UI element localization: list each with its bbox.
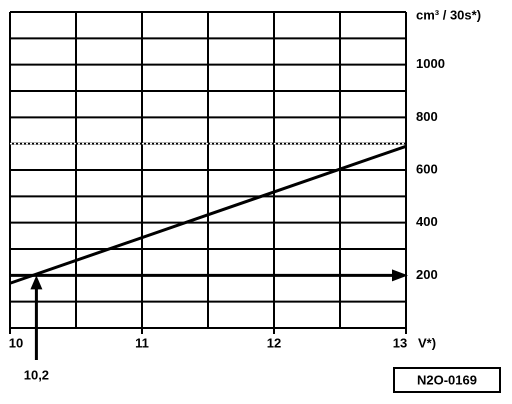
x-axis-title: V*) bbox=[418, 335, 436, 350]
y-tick-label: 1000 bbox=[416, 56, 445, 71]
y-tick-label: 400 bbox=[416, 214, 438, 229]
annotation-label: 10,2 bbox=[24, 367, 49, 382]
y-axis-title: cm³ / 30s*) bbox=[416, 7, 481, 22]
x-tick-label: 11 bbox=[135, 335, 149, 350]
arrowhead bbox=[30, 275, 43, 290]
figure-id: N2O-0169 bbox=[417, 372, 477, 387]
arrowhead bbox=[392, 269, 408, 282]
y-tick-label: 800 bbox=[416, 109, 438, 124]
y-tick-label: 600 bbox=[416, 161, 438, 176]
data-line bbox=[9, 144, 407, 285]
y-tick-label: 200 bbox=[416, 267, 438, 282]
x-tick-label: 12 bbox=[267, 335, 281, 350]
x-tick-label: 10 bbox=[9, 335, 23, 350]
x-tick-label: 13 bbox=[393, 335, 407, 350]
figure-id-box bbox=[393, 367, 501, 393]
